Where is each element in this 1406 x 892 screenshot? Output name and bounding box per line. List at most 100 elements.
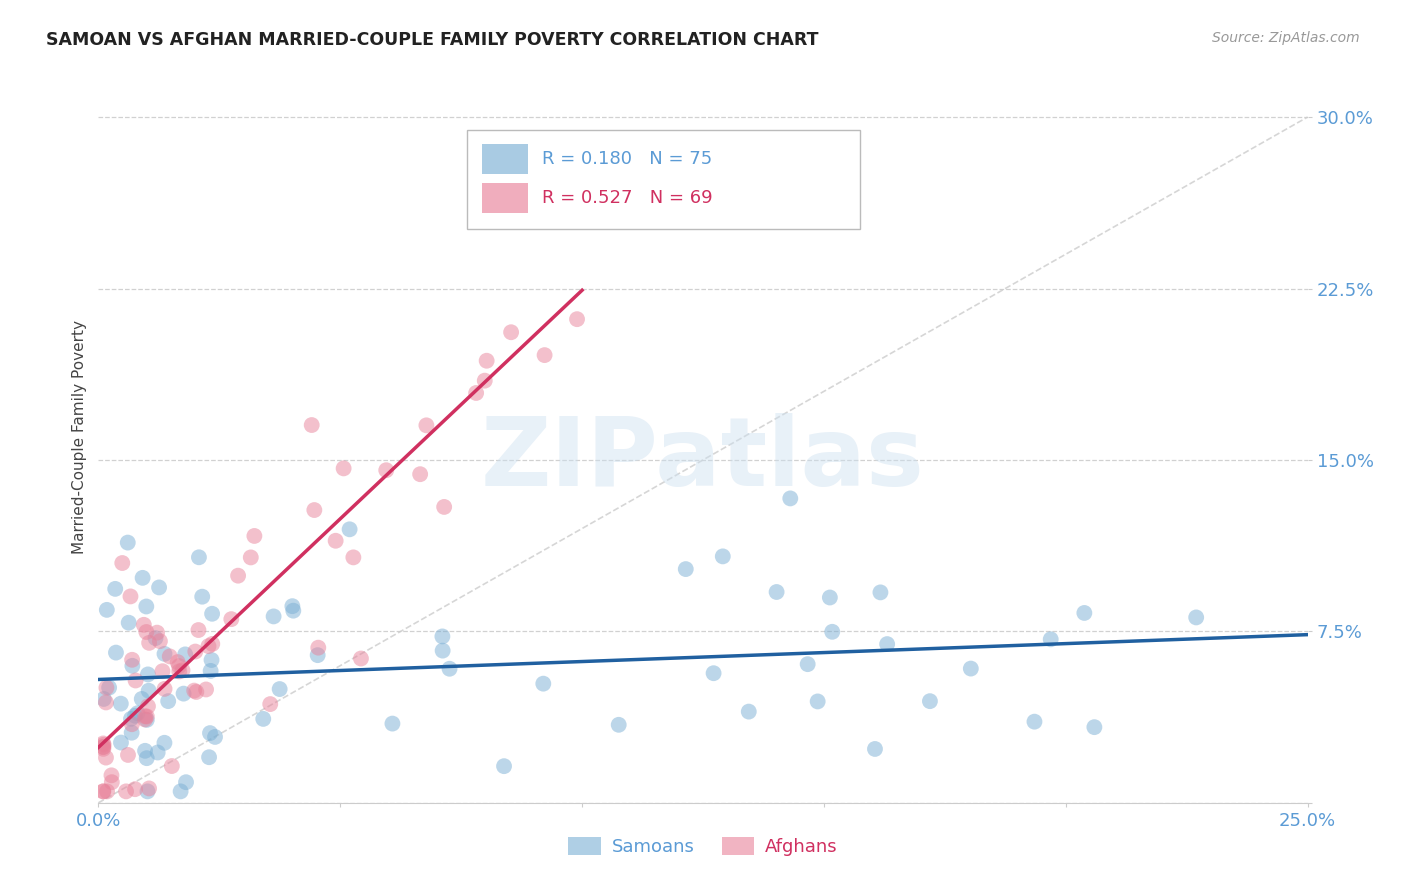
Point <box>138 781 160 796</box>
Point <box>166 655 188 669</box>
Point <box>159 649 181 664</box>
Point <box>876 637 898 651</box>
Point <box>439 662 461 676</box>
Point <box>304 503 326 517</box>
Text: SAMOAN VS AFGHAN MARRIED-COUPLE FAMILY POVERTY CORRELATION CHART: SAMOAN VS AFGHAN MARRIED-COUPLE FAMILY P… <box>46 31 818 49</box>
Point <box>433 500 456 514</box>
Point <box>135 709 157 723</box>
Point <box>167 665 190 679</box>
Point <box>738 705 761 719</box>
Text: R = 0.180   N = 75: R = 0.180 N = 75 <box>543 150 713 168</box>
Text: ZIPatlas: ZIPatlas <box>481 412 925 506</box>
Point <box>94 750 117 764</box>
Point <box>120 590 142 604</box>
Point <box>124 782 146 797</box>
Point <box>201 607 224 621</box>
Point <box>198 726 221 740</box>
Point <box>711 549 734 564</box>
Point <box>110 735 132 749</box>
Point <box>96 784 118 798</box>
Point <box>221 612 243 626</box>
Point <box>281 599 304 614</box>
Point <box>531 676 554 690</box>
Point <box>153 647 176 661</box>
Y-axis label: Married-Couple Family Poverty: Married-Couple Family Poverty <box>72 320 87 554</box>
Point <box>1185 610 1208 624</box>
Point <box>381 716 404 731</box>
Point <box>135 751 157 765</box>
Point <box>263 609 285 624</box>
Legend: Samoans, Afghans: Samoans, Afghans <box>561 830 845 863</box>
Point <box>195 682 218 697</box>
Point <box>124 673 146 688</box>
Point <box>607 718 630 732</box>
Point <box>146 746 169 760</box>
Point <box>204 730 226 744</box>
Point <box>160 759 183 773</box>
Point <box>96 681 118 695</box>
Point <box>239 550 262 565</box>
Point <box>124 708 146 723</box>
Point <box>765 585 787 599</box>
Point <box>198 750 221 764</box>
Point <box>153 736 176 750</box>
Point <box>136 667 159 681</box>
Point <box>132 617 155 632</box>
Point <box>501 325 523 339</box>
Point <box>91 736 114 750</box>
Point <box>174 648 197 662</box>
Point <box>121 658 143 673</box>
Point <box>226 568 249 582</box>
Point <box>121 725 143 739</box>
Point <box>475 353 498 368</box>
Point <box>172 663 194 677</box>
Point <box>200 664 222 678</box>
Point <box>149 634 172 648</box>
Point <box>146 625 169 640</box>
Point <box>1073 606 1095 620</box>
Point <box>259 697 281 711</box>
Point <box>533 348 555 362</box>
Point <box>174 775 197 789</box>
Point <box>197 639 219 653</box>
Point <box>492 759 515 773</box>
Point <box>115 784 138 798</box>
Point <box>675 562 697 576</box>
Point <box>135 599 157 614</box>
Point <box>307 648 329 662</box>
Point <box>134 713 156 727</box>
Point <box>959 662 981 676</box>
Point <box>200 653 222 667</box>
Point <box>269 681 291 696</box>
Point <box>118 615 141 630</box>
Bar <box>482 183 527 213</box>
Point <box>131 571 153 585</box>
Point <box>415 418 437 433</box>
Point <box>134 709 156 723</box>
Point <box>796 657 818 672</box>
Point <box>432 629 454 643</box>
Point <box>173 687 195 701</box>
Point <box>918 694 941 708</box>
Point <box>183 683 205 698</box>
Point <box>243 529 266 543</box>
Point <box>117 535 139 549</box>
Bar <box>482 144 527 175</box>
Point <box>135 713 157 727</box>
Point <box>342 550 364 565</box>
Point <box>145 631 167 645</box>
Point <box>134 744 156 758</box>
Point <box>187 623 209 637</box>
Point <box>167 659 190 673</box>
Point <box>169 784 191 798</box>
Point <box>153 681 176 696</box>
Point <box>131 692 153 706</box>
Point <box>152 664 174 678</box>
Point <box>818 591 841 605</box>
Point <box>350 651 373 665</box>
Point <box>307 640 329 655</box>
Point <box>325 533 347 548</box>
Point <box>1039 632 1062 647</box>
Point <box>187 550 209 565</box>
Point <box>565 312 588 326</box>
